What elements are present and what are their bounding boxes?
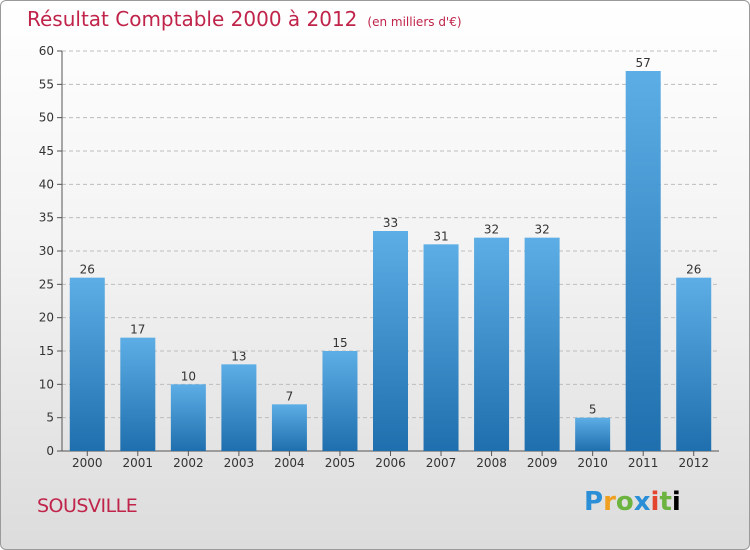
y-tick-label: 30: [39, 244, 54, 258]
y-tick-label: 0: [46, 444, 54, 458]
bar: [625, 71, 661, 451]
x-tick-label: 2001: [123, 456, 154, 470]
data-label: 15: [332, 336, 347, 350]
x-tick-label: 2002: [173, 456, 204, 470]
y-tick-label: 20: [39, 311, 54, 325]
bar: [474, 237, 510, 451]
data-label: 10: [181, 369, 196, 383]
y-tick-label: 15: [39, 344, 54, 358]
logo-letter: x: [633, 487, 651, 517]
x-tick-label: 2005: [325, 456, 356, 470]
bar: [170, 384, 206, 451]
logo-letter: P: [584, 487, 604, 517]
data-label: 33: [383, 216, 398, 230]
data-label: 31: [433, 229, 448, 243]
bar: [322, 351, 358, 451]
bar: [524, 237, 560, 451]
y-tick-label: 60: [39, 44, 54, 58]
y-tick-label: 40: [39, 177, 54, 191]
commune-name: SOUSVILLE: [37, 495, 138, 517]
logo-letter: r: [603, 487, 616, 517]
logo-letter: i: [650, 487, 660, 517]
data-label: 57: [636, 56, 651, 70]
chart-subtitle: (en milliers d'€): [367, 15, 462, 29]
bar: [221, 364, 257, 451]
x-tick-label: 2004: [274, 456, 305, 470]
data-label: 26: [686, 263, 701, 277]
data-label: 26: [80, 263, 95, 277]
x-tick-label: 2010: [577, 456, 608, 470]
y-tick-label: 35: [39, 211, 54, 225]
x-tick-label: 2009: [527, 456, 558, 470]
x-tick-label: 2003: [224, 456, 255, 470]
x-tick-label: 2007: [426, 456, 457, 470]
bar: [423, 244, 459, 451]
data-label: 32: [534, 223, 549, 237]
chart-title: Résultat Comptable 2000 à 2012 (en millie…: [27, 7, 462, 31]
bar: [120, 337, 156, 451]
y-tick-label: 25: [39, 277, 54, 291]
x-tick-label: 2012: [678, 456, 709, 470]
logo-letter: i: [671, 487, 681, 517]
logo-letter: t: [659, 487, 672, 517]
data-label: 32: [484, 223, 499, 237]
bar: [676, 277, 712, 451]
bar: [575, 417, 611, 451]
data-label: 5: [589, 403, 597, 417]
logo-letter: o: [615, 487, 634, 517]
bar: [271, 404, 307, 451]
x-tick-label: 2008: [476, 456, 507, 470]
chart-title-text: Résultat Comptable 2000 à 2012: [27, 7, 358, 31]
y-tick-label: 55: [39, 77, 54, 91]
x-tick-label: 2011: [628, 456, 659, 470]
y-tick-label: 45: [39, 144, 54, 158]
data-label: 7: [286, 389, 294, 403]
x-tick-label: 2006: [375, 456, 406, 470]
bar: [373, 231, 408, 451]
data-label: 13: [231, 349, 246, 363]
y-tick-label: 50: [39, 111, 54, 125]
y-tick-label: 10: [39, 377, 54, 391]
bar: [69, 277, 105, 451]
proxiti-logo: Proxiti: [584, 487, 681, 517]
y-tick-label: 5: [46, 411, 54, 425]
data-label: 17: [130, 323, 145, 337]
x-tick-label: 2000: [72, 456, 103, 470]
